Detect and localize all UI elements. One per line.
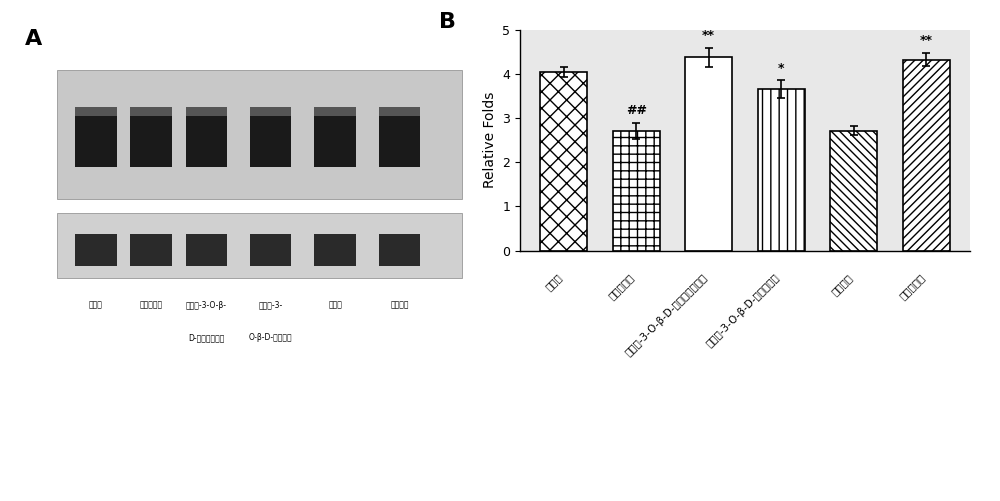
Polygon shape [130, 234, 172, 266]
Polygon shape [250, 234, 291, 266]
Polygon shape [186, 107, 227, 116]
Text: 槲皮素-3-O-β-: 槲皮素-3-O-β- [186, 301, 227, 310]
Polygon shape [186, 234, 227, 266]
Polygon shape [130, 107, 172, 167]
Polygon shape [379, 234, 420, 266]
Text: 高脂模型组: 高脂模型组 [607, 272, 636, 301]
Text: 米扎贝特组: 米扎贝特组 [897, 272, 926, 301]
Polygon shape [314, 107, 356, 167]
Bar [57, 70, 462, 199]
Bar [758, 89, 805, 250]
Text: A: A [25, 29, 42, 49]
Text: 高脂模型组: 高脂模型组 [140, 301, 163, 310]
Polygon shape [75, 107, 117, 116]
Text: D-葡萄糖醛酸苷: D-葡萄糖醛酸苷 [188, 333, 224, 342]
Polygon shape [314, 107, 356, 116]
Text: O-β-D-葡萄糖苷: O-β-D-葡萄糖苷 [249, 333, 293, 342]
Text: ##: ## [626, 104, 647, 117]
Bar [830, 131, 877, 250]
Bar [685, 58, 732, 250]
Text: 槲皮素: 槲皮素 [328, 301, 342, 310]
Text: 槲皮素组: 槲皮素组 [829, 272, 854, 297]
Bar [613, 131, 660, 250]
Text: 槲皮素-3-O-β-D-葡萄糖苷组: 槲皮素-3-O-β-D-葡萄糖苷组 [704, 272, 781, 349]
Text: **: ** [702, 29, 715, 42]
Polygon shape [379, 107, 420, 116]
Text: 槲皮素-3-O-β-D-葡萄糖醛酸苷组: 槲皮素-3-O-β-D-葡萄糖醛酸苷组 [623, 272, 709, 358]
Y-axis label: Relative Folds: Relative Folds [483, 92, 497, 188]
Polygon shape [130, 107, 172, 116]
Bar [57, 213, 462, 278]
Polygon shape [250, 107, 291, 116]
Polygon shape [379, 107, 420, 167]
Text: *: * [778, 62, 785, 75]
Polygon shape [75, 234, 117, 266]
Polygon shape [75, 107, 117, 167]
Text: **: ** [920, 34, 933, 47]
Text: 空白组: 空白组 [543, 272, 564, 293]
Bar [540, 72, 587, 250]
Bar [903, 60, 950, 250]
Polygon shape [314, 234, 356, 266]
Text: B: B [439, 13, 456, 33]
Text: 空白组: 空白组 [89, 301, 103, 310]
Text: 槲皮素-3-: 槲皮素-3- [259, 301, 283, 310]
Text: 米扎贝特: 米扎贝特 [390, 301, 409, 310]
Polygon shape [250, 107, 291, 167]
Polygon shape [186, 107, 227, 167]
